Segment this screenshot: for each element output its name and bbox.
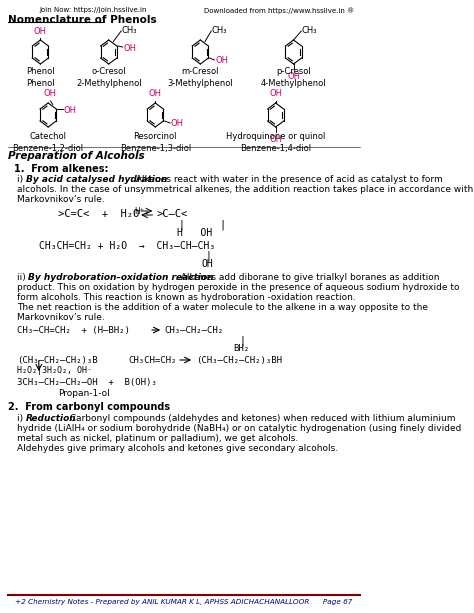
Text: OH: OH bbox=[149, 89, 162, 98]
Text: OH: OH bbox=[43, 89, 56, 98]
Text: CH₃–CH=CH₂  + (H–BH₂): CH₃–CH=CH₂ + (H–BH₂) bbox=[17, 326, 130, 335]
Text: Markovnikov’s rule.: Markovnikov’s rule. bbox=[17, 313, 105, 322]
Text: Reduction: Reduction bbox=[26, 414, 76, 423]
Text: OH: OH bbox=[34, 27, 47, 36]
Text: OH: OH bbox=[202, 259, 214, 269]
Text: OH: OH bbox=[269, 135, 282, 144]
Text: >C–C<: >C–C< bbox=[157, 209, 188, 219]
Text: Resorcinol
Benzene-1,3-diol: Resorcinol Benzene-1,3-diol bbox=[119, 132, 191, 153]
Text: alcohols. In the case of unsymmetrical alkenes, the addition reaction takes plac: alcohols. In the case of unsymmetrical a… bbox=[17, 185, 474, 194]
Text: By acid catalysed hydration: By acid catalysed hydration bbox=[26, 175, 167, 184]
Text: : Alkenes react with water in the presence of acid as catalyst to form: : Alkenes react with water in the presen… bbox=[130, 175, 443, 184]
Text: ii): ii) bbox=[17, 273, 32, 282]
Text: Join Now: https://join.hsslive.in: Join Now: https://join.hsslive.in bbox=[39, 7, 147, 13]
Text: p-Cresol
4-Methylphenol: p-Cresol 4-Methylphenol bbox=[261, 67, 326, 88]
Text: OH: OH bbox=[287, 72, 300, 81]
Text: OH: OH bbox=[269, 89, 282, 98]
Text: o-Cresol
2-Methylphenol: o-Cresol 2-Methylphenol bbox=[76, 67, 142, 88]
Text: OH: OH bbox=[64, 105, 77, 115]
Text: : Carbonyl compounds (aldehydes and ketones) when reduced with lithium aluminium: : Carbonyl compounds (aldehydes and keto… bbox=[64, 414, 455, 423]
Text: >C=C<  +  H₂O: >C=C< + H₂O bbox=[58, 209, 139, 219]
Text: CH₃CH=CH₂ + H₂O  →  CH₃–CH–CH₃: CH₃CH=CH₂ + H₂O → CH₃–CH–CH₃ bbox=[39, 241, 215, 251]
Text: BH₂: BH₂ bbox=[233, 344, 249, 353]
Text: product. This on oxidation by hydrogen peroxide in the presence of aqueous sodiu: product. This on oxidation by hydrogen p… bbox=[17, 283, 460, 292]
Text: form alcohols. This reaction is known as hydroboration -oxidation reaction.: form alcohols. This reaction is known as… bbox=[17, 293, 356, 302]
Text: OH: OH bbox=[171, 118, 184, 128]
Text: i): i) bbox=[17, 414, 29, 423]
Text: metal such as nickel, platinum or palladium), we get alcohols.: metal such as nickel, platinum or pallad… bbox=[17, 434, 298, 443]
Text: CH₃–CH₂–CH₂: CH₃–CH₂–CH₂ bbox=[164, 326, 224, 335]
Text: hydride (LiAlH₄ or sodium borohydride (NaBH₄) or on catalytic hydrogenation (usi: hydride (LiAlH₄ or sodium borohydride (N… bbox=[17, 424, 462, 433]
Text: i): i) bbox=[17, 175, 29, 184]
Text: H⁺: H⁺ bbox=[134, 207, 144, 216]
Text: Preparation of Alcohols: Preparation of Alcohols bbox=[8, 151, 145, 161]
Text: (CH₃–CH₂–CH₂)₃B: (CH₃–CH₂–CH₂)₃B bbox=[17, 356, 98, 365]
Text: m-Cresol
3-Methylphenol: m-Cresol 3-Methylphenol bbox=[167, 67, 233, 88]
Text: Propan-1-ol: Propan-1-ol bbox=[58, 389, 110, 398]
Text: 2.  From carbonyl compounds: 2. From carbonyl compounds bbox=[8, 402, 170, 412]
Text: By hydroboration–oxidation reaction: By hydroboration–oxidation reaction bbox=[28, 273, 213, 282]
Text: OH: OH bbox=[215, 56, 228, 64]
Text: +2 Chemistry Notes - Prepared by ANIL KUMAR K L, APHSS ADICHACHANALLOOR      Pag: +2 Chemistry Notes - Prepared by ANIL KU… bbox=[15, 599, 353, 605]
Text: CH₃: CH₃ bbox=[121, 26, 137, 34]
Text: (CH₃–CH₂–CH₂)₃BH: (CH₃–CH₂–CH₂)₃BH bbox=[196, 356, 282, 365]
Text: The net reaction is the addition of a water molecule to the alkene in a way oppo: The net reaction is the addition of a wa… bbox=[17, 303, 428, 312]
Text: CH₃CH=CH₂: CH₃CH=CH₂ bbox=[128, 356, 176, 365]
Text: : Alkenes add diborane to give trialkyl boranes as addition: : Alkenes add diborane to give trialkyl … bbox=[175, 273, 440, 282]
Text: Hydroquinone or quinol
Benzene-1,4-diol: Hydroquinone or quinol Benzene-1,4-diol bbox=[226, 132, 325, 153]
Text: H₂O₂|3H₂O₂, OH⁻: H₂O₂|3H₂O₂, OH⁻ bbox=[17, 366, 92, 375]
Text: |      |: | | bbox=[179, 219, 226, 229]
Text: 1.  From alkenes:: 1. From alkenes: bbox=[14, 164, 109, 174]
Text: |: | bbox=[206, 250, 212, 261]
Text: Aldehydes give primary alcohols and ketones give secondary alcohols.: Aldehydes give primary alcohols and keto… bbox=[17, 444, 338, 453]
Text: CH₃: CH₃ bbox=[211, 26, 227, 34]
Text: H   OH: H OH bbox=[177, 228, 212, 238]
Text: |: | bbox=[239, 335, 245, 346]
Text: 3CH₃–CH₂–CH₂–OH  +  B(OH)₃: 3CH₃–CH₂–CH₂–OH + B(OH)₃ bbox=[17, 378, 157, 387]
Text: CH₃: CH₃ bbox=[301, 26, 317, 34]
Text: Downloaded from https://www.hsslive.in ®: Downloaded from https://www.hsslive.in ® bbox=[204, 7, 355, 13]
Text: Nomenclature of Phenols: Nomenclature of Phenols bbox=[8, 15, 156, 25]
Text: Markovnikov’s rule.: Markovnikov’s rule. bbox=[17, 195, 105, 204]
Text: Catechol
Benzene-1,2-diol: Catechol Benzene-1,2-diol bbox=[13, 132, 84, 153]
Text: OH: OH bbox=[123, 44, 137, 53]
Text: Phenol
Phenol: Phenol Phenol bbox=[26, 67, 55, 88]
